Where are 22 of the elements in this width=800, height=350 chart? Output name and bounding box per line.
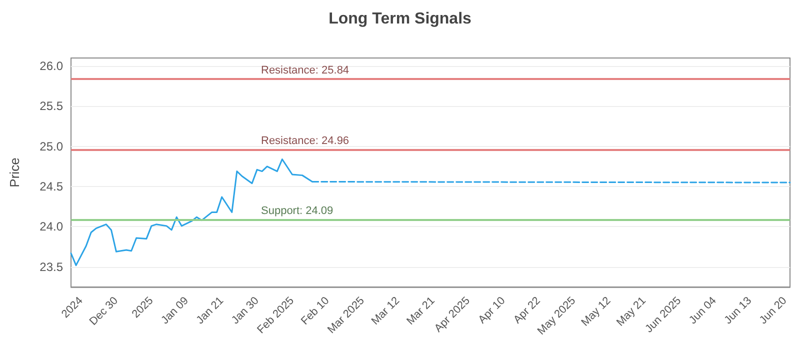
y-axis-title: Price [7, 158, 22, 188]
x-tick-label: Apr 22 [511, 294, 543, 326]
x-tick-label: Jan 21 [194, 294, 226, 327]
x-tick-label: Feb 10 [299, 294, 332, 328]
y-tick-label: 24.5 [40, 180, 64, 194]
y-tick-label: 25.5 [40, 99, 64, 114]
chart-title: Long Term Signals [328, 10, 472, 28]
ref-line-label: Resistance: 24.96 [261, 135, 350, 148]
y-tick-label: 25.0 [40, 139, 64, 154]
y-tick-label: 24.0 [40, 220, 64, 234]
y-tick-label: 23.5 [40, 260, 64, 274]
x-tick-label: May 12 [579, 294, 614, 329]
y-tick-label: 26.0 [40, 59, 64, 74]
ref-line-label: Resistance: 25.84 [261, 64, 350, 76]
x-tick-label: Jun 04 [687, 294, 719, 327]
x-tick-label: Jun 13 [722, 294, 754, 327]
ref-line-label: Support: 24.09 [261, 205, 334, 218]
x-tick-label: Jan 09 [159, 294, 191, 327]
x-tick-label: Mar 12 [369, 294, 402, 328]
x-tick-label: Dec 30 [87, 294, 120, 328]
x-tick-label: Jun 20 [757, 294, 790, 327]
x-tick-label: Apr 10 [476, 294, 508, 326]
